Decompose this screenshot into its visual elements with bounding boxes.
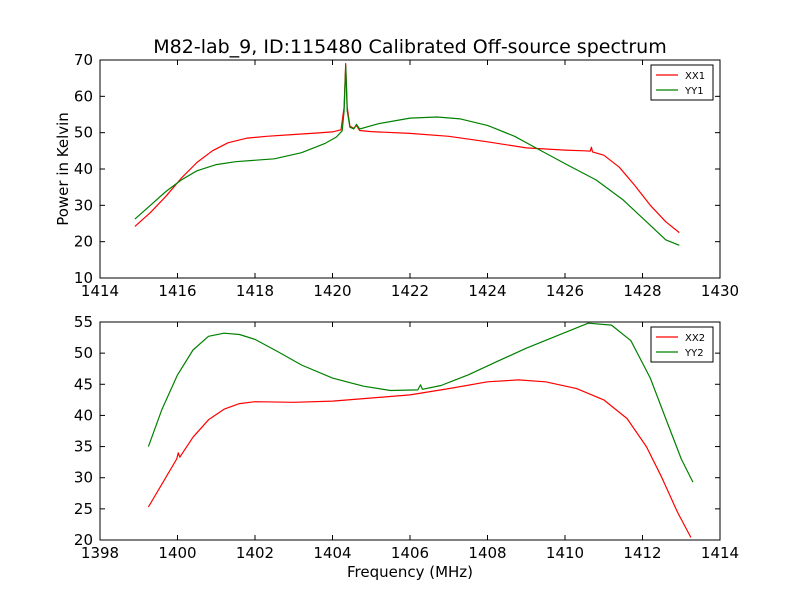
series-line-xx2 xyxy=(147,379,692,538)
chart-title: M82-lab_9, ID:115480 Calibrated Off-sour… xyxy=(153,36,666,58)
y-axis-label: Power in Kelvin xyxy=(54,112,72,226)
bottom-axes: 1398 1400 1402 1404 1406 1408 1410 1412 1414 20 25… xyxy=(74,313,739,562)
legend-label-yy1: YY1 xyxy=(684,86,704,97)
x-tick-label: 1414 xyxy=(701,544,739,562)
x-tick-label: 1402 xyxy=(236,544,274,562)
x-tick-label: 1424 xyxy=(468,282,506,300)
legend-box xyxy=(650,326,714,363)
y-tick-label: 30 xyxy=(74,469,93,487)
x-tick-label: 1416 xyxy=(158,282,196,300)
legend-label-xx2: XX2 xyxy=(685,333,705,344)
y-tick-label: 25 xyxy=(74,500,93,518)
y-tick-label: 20 xyxy=(74,233,93,251)
x-tick-label: 1414 xyxy=(81,282,119,300)
legend-label-xx1: XX1 xyxy=(685,71,705,82)
y-tick-label: 60 xyxy=(74,87,93,105)
x-tick-label: 1422 xyxy=(391,282,429,300)
x-tick-label: 1400 xyxy=(158,544,196,562)
y-tick-label: 40 xyxy=(74,160,93,178)
top-axes: 1414 1416 1418 1420 1422 1424 1426 1428 1430 10 20… xyxy=(74,51,739,300)
series-line-yy1 xyxy=(134,64,680,246)
x-tick-label: 1428 xyxy=(623,282,661,300)
y-tick-label: 50 xyxy=(74,344,93,362)
x-tick-label: 1420 xyxy=(313,282,351,300)
y-tick-label: 50 xyxy=(74,124,93,142)
y-tick-label: 35 xyxy=(74,438,93,456)
series-line-yy2 xyxy=(147,322,694,483)
x-tick-label: 1418 xyxy=(236,282,274,300)
y-tick-label: 70 xyxy=(74,51,93,69)
y-tick-label: 55 xyxy=(74,313,93,331)
x-tick-label: 1412 xyxy=(623,544,661,562)
x-tick-label: 1410 xyxy=(546,544,584,562)
y-tick-label: 45 xyxy=(74,375,93,393)
legend-box xyxy=(650,64,714,101)
x-tick-label: 1426 xyxy=(546,282,584,300)
x-tick-label: 1398 xyxy=(81,544,119,562)
legend-label-yy2: YY2 xyxy=(684,348,704,359)
y-tick-label: 20 xyxy=(74,531,93,549)
x-tick-label: 1408 xyxy=(468,544,506,562)
x-tick-label: 1404 xyxy=(313,544,351,562)
x-tick-label: 1430 xyxy=(701,282,739,300)
x-axis-label: Frequency (MHz) xyxy=(347,563,473,581)
y-tick-label: 10 xyxy=(74,269,93,287)
y-tick-label: 40 xyxy=(74,406,93,424)
y-tick-label: 30 xyxy=(74,196,93,214)
x-tick-label: 1406 xyxy=(391,544,429,562)
